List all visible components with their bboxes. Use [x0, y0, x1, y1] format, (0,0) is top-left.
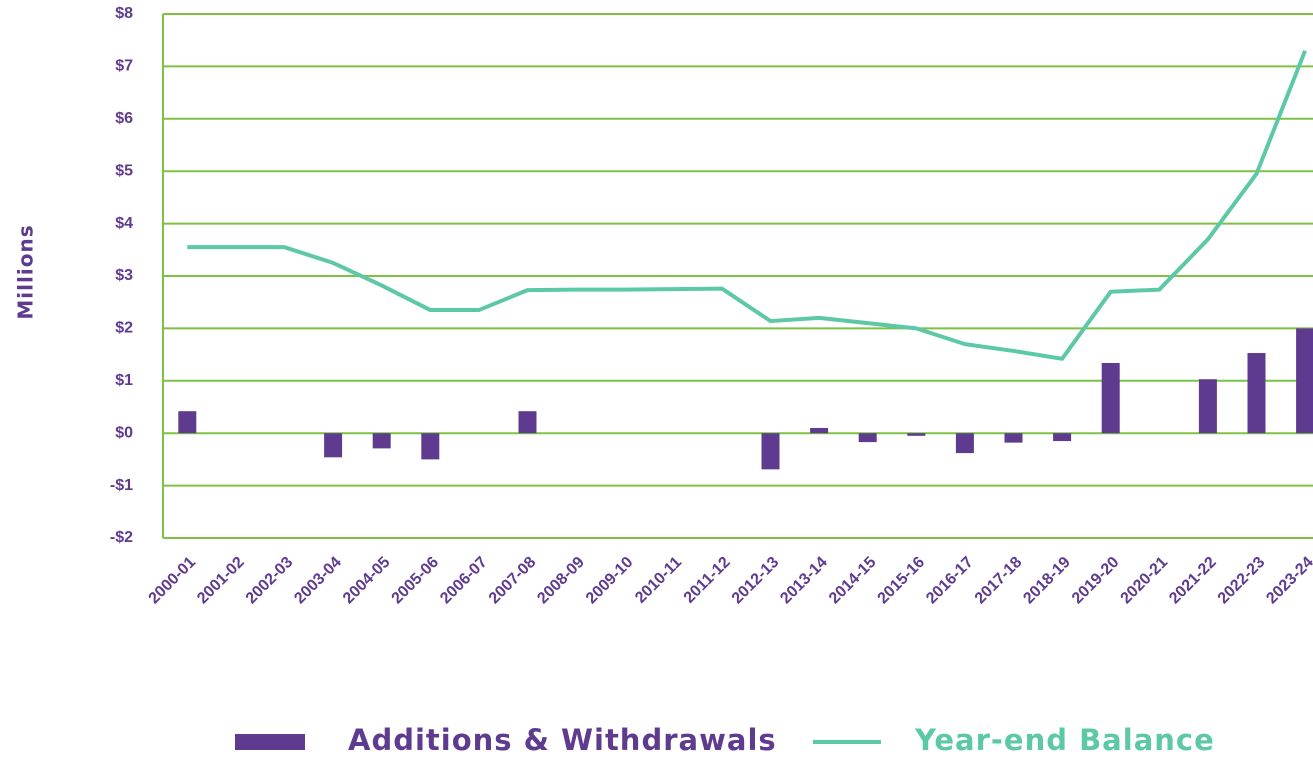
bar: [761, 433, 780, 470]
x-tick-label: 2013-14: [777, 554, 831, 608]
bar: [907, 433, 926, 436]
y-tick-label: $6: [115, 110, 133, 127]
x-tick-label: 2015-16: [875, 554, 929, 608]
bar: [810, 427, 829, 434]
x-tick-label: 2004-05: [340, 554, 394, 608]
y-tick-label: -$2: [110, 529, 133, 546]
bar: [372, 433, 391, 449]
bar: [1296, 328, 1313, 434]
bar: [955, 433, 974, 454]
y-axis-label: Millions: [14, 224, 38, 319]
x-tick-label: 2021-22: [1166, 554, 1220, 608]
x-tick-label: 2016-17: [923, 554, 977, 608]
x-tick-label: 2011-12: [681, 554, 734, 607]
y-tick-label: $7: [115, 58, 133, 75]
x-tick-label: 2006-07: [437, 554, 491, 608]
bar: [324, 433, 343, 458]
x-tick-label: 2001-02: [194, 554, 248, 608]
bar: [421, 433, 440, 460]
x-tick-label: 2007-08: [486, 554, 540, 608]
y-tick-label: $8: [115, 5, 133, 22]
x-tick-label: 2009-10: [583, 554, 637, 608]
line: [187, 49, 1307, 361]
x-tick-label: 2019-20: [1069, 554, 1123, 608]
y-tick-label: $3: [115, 267, 133, 284]
y-tick-label: -$1: [110, 477, 133, 494]
x-tick-label: 2008-09: [534, 554, 588, 608]
bar: [1004, 433, 1023, 443]
x-tick-label: 2010-11: [632, 554, 685, 607]
x-tick-label: 2005-06: [389, 554, 443, 608]
bar: [518, 411, 537, 434]
y-tick-label: $1: [115, 372, 133, 389]
x-tick-label: 2020-21: [1118, 554, 1172, 608]
bar: [1198, 379, 1217, 434]
x-tick-label: 2000-01: [146, 554, 200, 608]
y-tick-label: $4: [115, 215, 133, 232]
y-tick-label: $2: [115, 320, 133, 337]
bar: [858, 433, 877, 443]
legend-swatch: [235, 734, 305, 750]
legend-label: Year-end Balance: [914, 723, 1215, 757]
x-tick-label: 2018-19: [1020, 554, 1074, 608]
bar: [1101, 362, 1120, 434]
bar: [178, 411, 197, 434]
y-tick-label: $0: [115, 424, 133, 441]
x-tick-label: 2023-24: [1263, 554, 1313, 608]
x-tick-label: 2014-15: [826, 554, 880, 608]
y-tick-label: $5: [115, 162, 133, 179]
bar: [1053, 433, 1072, 442]
x-tick-label: 2002-03: [243, 554, 297, 608]
x-tick-label: 2017-18: [972, 554, 1026, 608]
legend-label: Additions & Withdrawals: [348, 723, 777, 757]
x-tick-label: 2003-04: [291, 554, 345, 608]
x-tick-label: 2012-13: [729, 554, 783, 608]
x-tick-label: 2022-23: [1215, 554, 1269, 608]
bar: [1247, 353, 1266, 434]
